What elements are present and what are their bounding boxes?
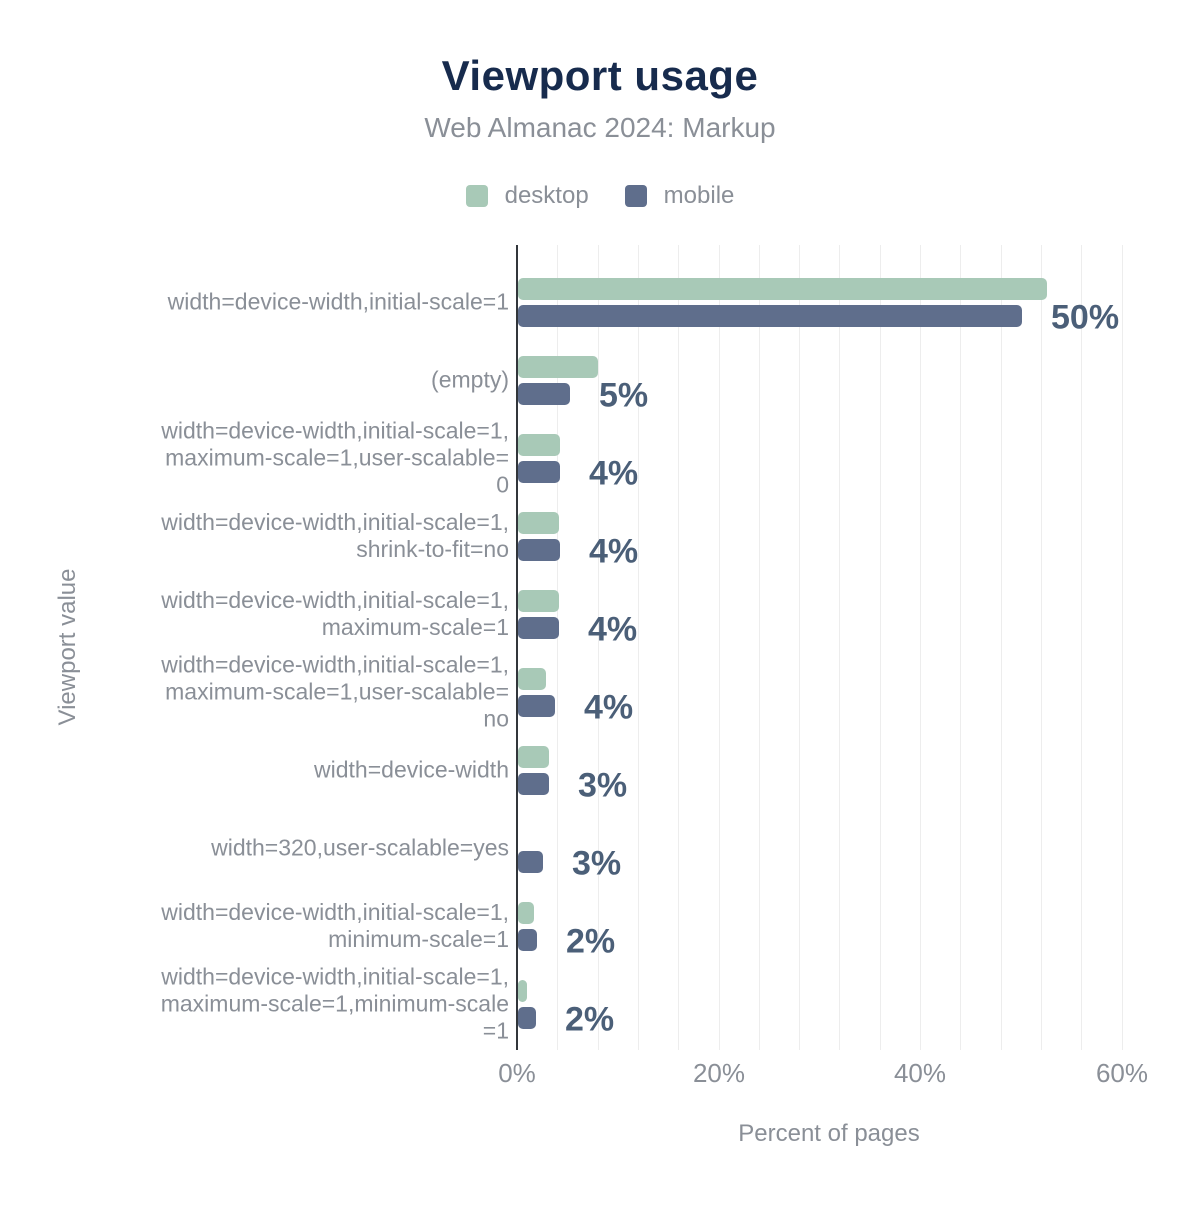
x-tick-label: 60%: [1095, 1058, 1149, 1088]
value-label: 50%: [1051, 298, 1120, 337]
category-label: width=320,user-scalable=yes: [211, 834, 509, 861]
gridline: [799, 245, 800, 1050]
category-label: width=device-width,initial-scale=1, maxi…: [160, 963, 509, 1044]
bar-desktop: [518, 902, 534, 924]
category-label: width=device-width,initial-scale=1, maxi…: [161, 417, 509, 498]
category-label: width=device-width,initial-scale=1, mini…: [161, 899, 509, 952]
value-label: 3%: [578, 766, 628, 805]
x-tick-label: 40%: [893, 1058, 947, 1088]
gridline: [1041, 245, 1042, 1050]
x-tick-label: 0%: [498, 1058, 536, 1088]
bar-desktop: [518, 434, 560, 456]
gridline: [880, 245, 881, 1050]
legend-label-desktop: desktop: [504, 182, 589, 209]
category-label: width=device-width,initial-scale=1, maxi…: [161, 587, 509, 640]
bar-desktop: [518, 980, 527, 1002]
gridline: [638, 245, 639, 1050]
bar-mobile: [518, 1007, 536, 1029]
gridline: [598, 245, 599, 1050]
category-label: width=device-width,initial-scale=1: [167, 288, 509, 315]
value-label: 4%: [584, 688, 634, 727]
value-label: 3%: [572, 844, 622, 883]
bar-mobile: [518, 539, 560, 561]
legend-swatch-mobile: [624, 185, 647, 207]
gridline: [1122, 245, 1123, 1050]
x-axis-title: Percent of pages: [738, 1120, 920, 1147]
value-label: 4%: [588, 610, 638, 649]
bar-mobile: [518, 773, 549, 795]
legend-label-mobile: mobile: [663, 182, 735, 209]
legend-swatch-desktop: [465, 185, 488, 207]
bar-desktop: [518, 278, 1047, 300]
legend: desktop mobile: [0, 182, 1200, 210]
value-label: 2%: [566, 922, 616, 961]
chart-subtitle: Web Almanac 2024: Markup: [424, 112, 776, 143]
y-axis-title: Viewport value: [54, 568, 81, 726]
bar-mobile: [518, 383, 570, 405]
bar-desktop: [518, 590, 559, 612]
bar-mobile: [518, 929, 537, 951]
value-label: 5%: [599, 376, 649, 415]
bar-desktop: [518, 356, 598, 378]
bar-mobile: [518, 617, 559, 639]
gridline: [719, 245, 720, 1050]
bar-desktop: [518, 512, 559, 534]
category-label: width=device-width,initial-scale=1, shri…: [161, 509, 509, 562]
bar-mobile: [518, 851, 543, 873]
gridline: [678, 245, 679, 1050]
gridline: [839, 245, 840, 1050]
value-label: 4%: [589, 532, 639, 571]
bar-desktop: [518, 746, 549, 768]
chart-title: Viewport usage: [441, 52, 759, 99]
gridline: [960, 245, 961, 1050]
legend-item-desktop[interactable]: desktop: [465, 182, 589, 210]
gridline: [920, 245, 921, 1050]
bar-mobile: [518, 461, 560, 483]
gridline: [1001, 245, 1002, 1050]
gridline: [557, 245, 558, 1050]
value-label: 4%: [589, 454, 639, 493]
value-label: 2%: [565, 1000, 615, 1039]
x-tick-label: 20%: [692, 1058, 746, 1088]
category-label: (empty): [431, 366, 509, 393]
legend-item-mobile[interactable]: mobile: [624, 182, 735, 210]
category-label: width=device-width: [314, 756, 509, 783]
y-axis-line: [516, 245, 518, 1050]
bar-mobile: [518, 305, 1022, 327]
bar-desktop: [518, 668, 546, 690]
bar-mobile: [518, 695, 555, 717]
gridline: [1081, 245, 1082, 1050]
category-label: width=device-width,initial-scale=1, maxi…: [161, 651, 509, 732]
gridline: [759, 245, 760, 1050]
